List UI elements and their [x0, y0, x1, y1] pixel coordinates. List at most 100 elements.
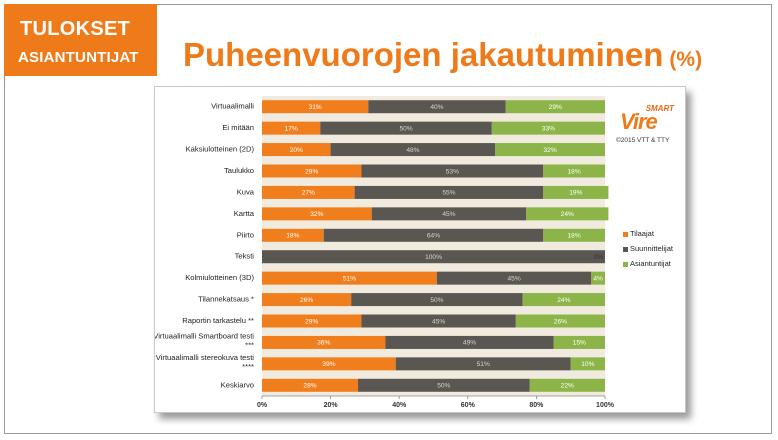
badge-title: TULOKSET — [20, 18, 131, 40]
bar-suunnittelijat — [385, 335, 554, 349]
data-label-suunnittelijat: 55% — [442, 190, 455, 197]
bar-tilaajat — [262, 335, 386, 349]
bar-suunnittelijat — [358, 378, 530, 392]
bar-asiantuntijat — [526, 207, 609, 221]
bar-suunnittelijat — [436, 271, 592, 285]
category-label: Ei mitään — [222, 123, 254, 132]
bar-suunnittelijat — [395, 357, 571, 371]
data-label-asiantuntijat: 10% — [581, 361, 594, 368]
data-label-suunnittelijat: 50% — [437, 383, 450, 390]
bar-tilaajat — [262, 207, 372, 221]
category-label: Raportin tarkastelu ** — [182, 316, 254, 325]
category-label: Tilannekatsaus * — [198, 295, 254, 304]
data-label-asiantuntijat: 19% — [569, 190, 582, 197]
page-title-text: Puheenvuorojen jakautuminen — [183, 36, 664, 73]
bar-asiantuntijat — [570, 357, 605, 371]
data-label-tilaajat: 36% — [317, 340, 330, 347]
bar-tilaajat — [262, 314, 362, 328]
data-label-suunnittelijat: 49% — [463, 340, 476, 347]
category-label: Piirto — [237, 230, 254, 239]
page-title-unit: (%) — [669, 48, 703, 71]
bar-tilaajat — [262, 271, 437, 285]
bar-asiantuntijat — [505, 100, 605, 114]
bar-tilaajat — [262, 293, 352, 307]
data-label-suunnittelijat: 40% — [430, 104, 443, 111]
category-label: Kolmiulotteinen (3D) — [185, 273, 254, 282]
slide-frame — [4, 4, 772, 434]
data-label-asiantuntijat: 24% — [561, 211, 574, 218]
bar-suunnittelijat — [361, 164, 544, 178]
legend-label: Tilaajat — [630, 229, 654, 238]
legend-swatch — [623, 232, 628, 237]
category-label-line: *** — [245, 340, 254, 349]
category-label: Kartta — [234, 209, 255, 218]
bar-asiantuntijat — [553, 335, 605, 349]
section-badge: TULOKSET ASIANTUNTIJAT — [4, 4, 157, 76]
data-label-tilaajat: 32% — [310, 211, 323, 218]
data-label-asiantuntijat: 0% — [593, 254, 603, 261]
bar-tilaajat — [262, 164, 362, 178]
x-tick-label: 20% — [324, 402, 339, 409]
bar-suunnittelijat — [330, 143, 496, 157]
bar-asiantuntijat — [515, 314, 605, 328]
bar-asiantuntijat — [591, 271, 605, 285]
bar-tilaajat — [262, 143, 331, 157]
category-label: Kaksiulotteinen (2D) — [186, 145, 255, 154]
data-label-tilaajat: 28% — [303, 383, 316, 390]
data-label-tilaajat: 29% — [305, 318, 318, 325]
data-label-tilaajat: 17% — [285, 125, 298, 132]
data-label-suunnittelijat: 50% — [430, 297, 443, 304]
category-label: Kuva — [237, 187, 255, 196]
data-label-tilaajat: 27% — [302, 190, 315, 197]
badge-subtitle: ASIANTUNTIJAT — [18, 49, 139, 66]
data-label-suunnittelijat: 53% — [446, 168, 459, 175]
logo-smart-text: SMART — [645, 104, 674, 113]
category-label: Virtuaalimalli stereokuva testi **** — [156, 353, 255, 371]
x-tick-label: 0% — [257, 402, 268, 409]
bar-asiantuntijat — [543, 185, 609, 199]
data-label-suunnittelijat: 100% — [425, 254, 442, 261]
data-label-tilaajat: 29% — [305, 168, 318, 175]
data-label-asiantuntijat: 22% — [561, 383, 574, 390]
bar-asiantuntijat — [495, 143, 605, 157]
data-label-asiantuntijat: 26% — [554, 318, 567, 325]
legend-swatch — [623, 262, 628, 267]
data-label-tilaajat: 39% — [322, 361, 335, 368]
bar-suunnittelijat — [351, 293, 523, 307]
bar-suunnittelijat — [262, 250, 605, 264]
data-label-suunnittelijat: 48% — [406, 147, 419, 154]
bar-asiantuntijat — [529, 378, 605, 392]
bar-suunnittelijat — [320, 121, 492, 135]
bar-suunnittelijat — [371, 207, 527, 221]
data-label-asiantuntijat: 33% — [542, 125, 555, 132]
x-tick-label: 60% — [461, 402, 476, 409]
data-label-suunnittelijat: 51% — [477, 361, 490, 368]
plot-area — [262, 96, 605, 396]
data-label-asiantuntijat: 4% — [593, 275, 603, 282]
bar-suunnittelijat — [361, 314, 516, 328]
category-label: Virtuaalimalli Smartboard testi *** — [155, 331, 254, 349]
bar-tilaajat — [262, 121, 321, 135]
bar-tilaajat — [262, 228, 324, 242]
category-label: Virtuaalimalli — [211, 102, 254, 111]
bar-asiantuntijat — [522, 293, 605, 307]
bar-suunnittelijat — [368, 100, 506, 114]
category-label: Taulukko — [224, 166, 254, 175]
data-label-tilaajat: 51% — [343, 275, 356, 282]
data-label-asiantuntijat: 18% — [568, 233, 581, 240]
data-label-suunnittelijat: 64% — [427, 233, 440, 240]
stacked-bar-chart: Virtuaalimalli Ei mitään Kaksiulotteinen (… — [155, 96, 615, 409]
data-label-suunnittelijat: 50% — [399, 125, 412, 132]
bar-asiantuntijat — [543, 164, 605, 178]
bar-tilaajat — [262, 357, 396, 371]
legend-label: Asiantuntijat — [630, 259, 671, 268]
page-title: Puheenvuorojen jakautuminen (%) — [183, 36, 702, 74]
chart-panel: Virtuaalimalli Ei mitään Kaksiulotteinen (… — [154, 86, 686, 413]
category-label: Keskiarvo — [221, 380, 254, 389]
data-label-suunnittelijat: 45% — [432, 318, 445, 325]
data-label-asiantuntijat: 29% — [549, 104, 562, 111]
legend-label: Suunnittelijat — [630, 244, 673, 253]
x-tick-label: 80% — [529, 402, 544, 409]
bar-tilaajat — [262, 378, 359, 392]
data-label-asiantuntijat: 24% — [557, 297, 570, 304]
